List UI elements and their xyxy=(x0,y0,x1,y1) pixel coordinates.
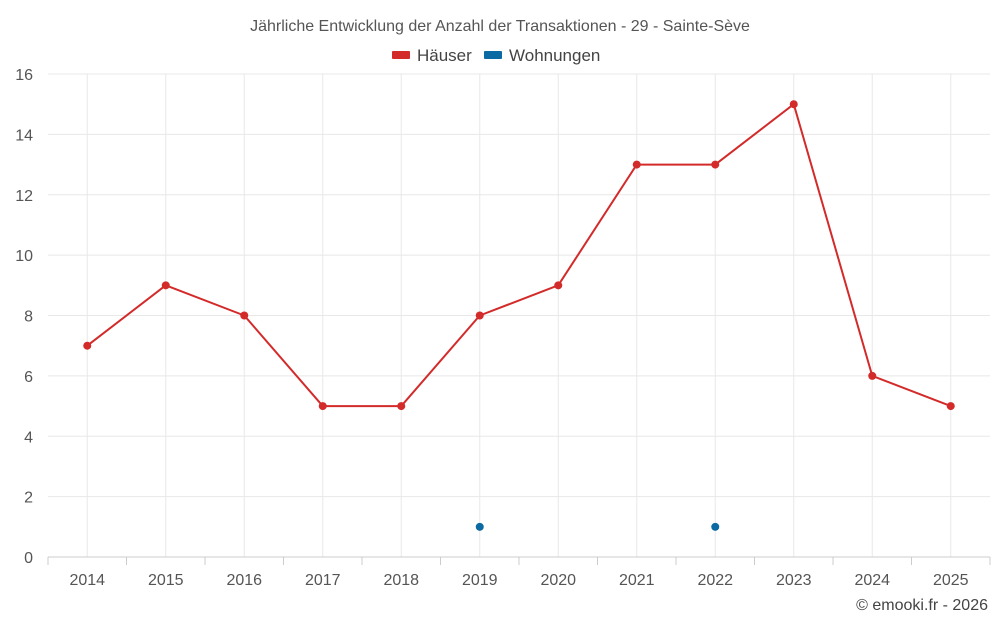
legend-swatch-wohnungen xyxy=(484,51,502,59)
x-tick-label: 2017 xyxy=(305,572,341,589)
x-axis: 2014 2015 2016 2017 2018 2019 2020 2021 2022 2023… xyxy=(47,556,991,589)
y-tick-label: 4 xyxy=(24,429,33,446)
legend-swatch-haeuser xyxy=(392,51,410,59)
y-tick-label: 6 xyxy=(24,369,33,386)
x-tick-label: 2024 xyxy=(854,572,890,589)
x-tick-label: 2020 xyxy=(540,572,576,589)
data-point-haeuser[interactable] xyxy=(318,402,327,411)
y-tick-label: 12 xyxy=(15,188,33,205)
credit-text: © emooki.fr - 2026 xyxy=(856,597,988,614)
series-line-haeuser xyxy=(86,103,952,408)
data-point-haeuser[interactable] xyxy=(868,371,877,380)
data-point-haeuser[interactable] xyxy=(946,402,955,411)
x-tick-label: 2023 xyxy=(776,572,812,589)
legend-item-haeuser[interactable]: Häuser xyxy=(392,46,472,65)
y-tick-label: 10 xyxy=(15,248,33,265)
x-tick-label: 2016 xyxy=(226,572,262,589)
data-point-haeuser[interactable] xyxy=(240,311,249,320)
data-point-wohnungen[interactable] xyxy=(711,522,720,531)
legend-item-wohnungen[interactable]: Wohnungen xyxy=(484,46,600,65)
legend-label-wohnungen: Wohnungen xyxy=(509,46,600,65)
legend-label-haeuser: Häuser xyxy=(417,46,472,65)
plot-area xyxy=(83,100,955,531)
y-tick-label: 8 xyxy=(24,309,33,326)
data-point-haeuser[interactable] xyxy=(789,100,798,109)
data-point-haeuser[interactable] xyxy=(632,160,641,169)
data-point-haeuser[interactable] xyxy=(711,160,720,169)
chart-title: Jährliche Entwicklung der Anzahl der Tra… xyxy=(250,18,750,35)
x-tick-label: 2014 xyxy=(69,572,105,589)
legend: Häuser Wohnungen xyxy=(392,46,600,65)
y-tick-label: 14 xyxy=(15,127,33,144)
x-tick-label: 2018 xyxy=(383,572,419,589)
gridlines xyxy=(48,73,990,557)
data-point-haeuser[interactable] xyxy=(161,281,170,290)
y-tick-label: 16 xyxy=(15,67,33,84)
data-point-haeuser[interactable] xyxy=(397,402,406,411)
x-tick-label: 2021 xyxy=(619,572,655,589)
x-tick-label: 2019 xyxy=(462,572,498,589)
y-tick-label: 0 xyxy=(24,550,33,567)
x-tick-label: 2015 xyxy=(148,572,184,589)
data-point-haeuser[interactable] xyxy=(554,281,563,290)
x-tick-label: 2025 xyxy=(933,572,969,589)
data-point-wohnungen[interactable] xyxy=(475,522,484,531)
y-tick-label: 2 xyxy=(24,490,33,507)
data-point-haeuser[interactable] xyxy=(475,311,484,320)
data-point-haeuser[interactable] xyxy=(83,341,92,350)
y-axis: 0 2 4 6 8 10 12 14 16 xyxy=(15,67,33,567)
x-tick-label: 2022 xyxy=(697,572,733,589)
